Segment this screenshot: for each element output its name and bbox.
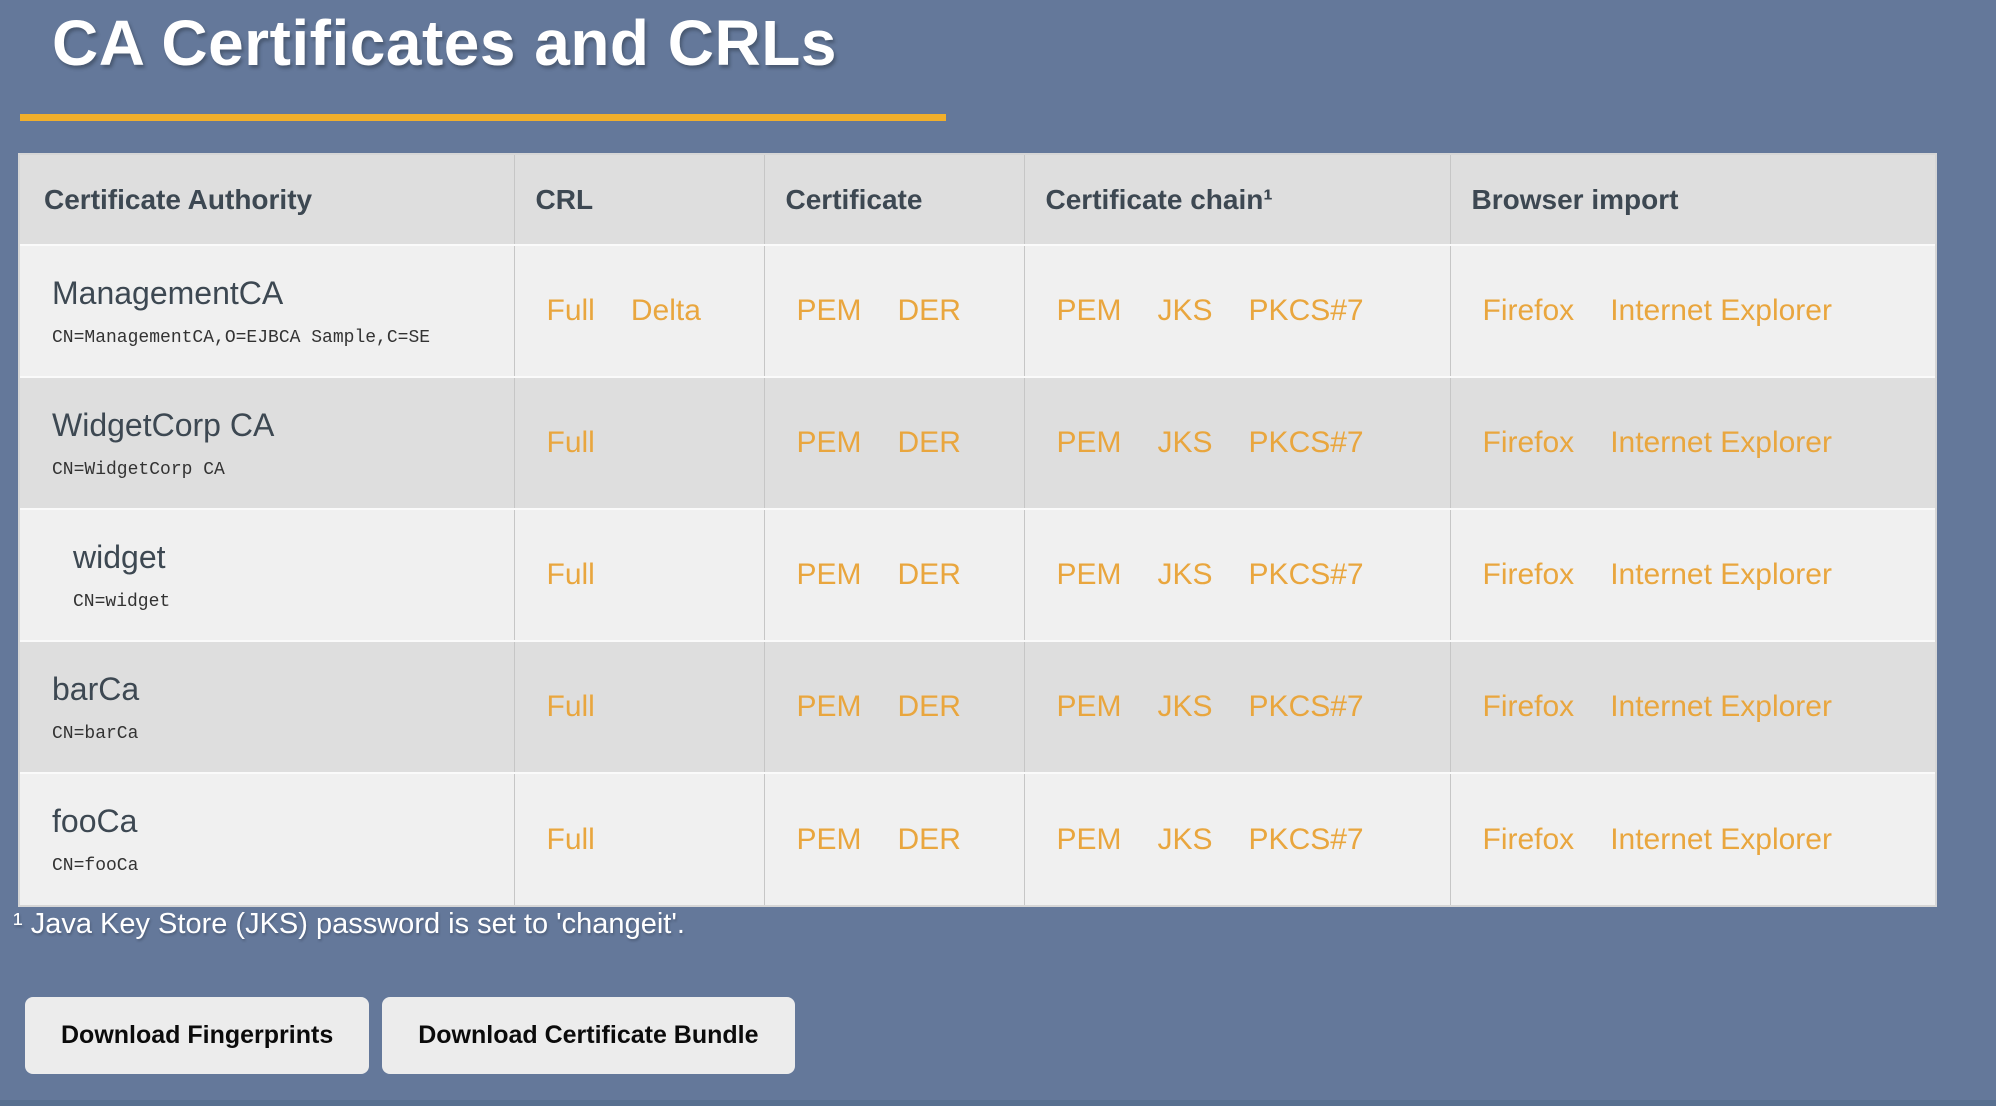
chain-pkcs-7-link[interactable]: PKCS#7 (1248, 426, 1364, 459)
browser-internet-explorer-link[interactable]: Internet Explorer (1610, 690, 1832, 723)
table-header-row: Certificate Authority CRL Certificate Certi… (20, 155, 1935, 245)
ca-subject-dn: CN=ManagementCA,O=EJBCA Sample,C=SE (52, 327, 431, 348)
certificate-pem-link[interactable]: PEM (796, 294, 862, 327)
certificate-pem-link[interactable]: PEM (796, 690, 862, 723)
ca-name: WidgetCorp CA (52, 406, 275, 443)
browser-firefox-link[interactable]: Firefox (1482, 690, 1575, 723)
crl-cell: Full Delta (513, 244, 764, 377)
browser-internet-explorer-link[interactable]: Internet Explorer (1610, 426, 1832, 459)
ca-name-cell: ManagementCA CN=ManagementCA,O=EJBCA Samp… (20, 244, 514, 377)
table-row: WidgetCorp CA CN=WidgetCorp CA Full PEM DER P… (20, 376, 1935, 509)
crl-full-link[interactable]: Full (546, 822, 595, 856)
certificate-der-link[interactable]: DER (897, 558, 961, 591)
certificate-der-link[interactable]: DER (897, 426, 961, 459)
certificate-pem-link[interactable]: PEM (796, 558, 862, 591)
chain-pem-link[interactable]: PEM (1056, 690, 1122, 723)
certificate-cell: PEM DER (763, 772, 1024, 905)
browser-cell: Firefox Internet Explorer (1449, 244, 1935, 377)
chain-pkcs-7-link[interactable]: PKCS#7 (1248, 822, 1364, 856)
browser-cell: Firefox Internet Explorer (1449, 640, 1935, 773)
chain-jks-link[interactable]: JKS (1157, 426, 1213, 459)
certificate-der-link[interactable]: DER (897, 690, 961, 723)
browser-firefox-link[interactable]: Firefox (1482, 822, 1575, 856)
table-row: fooCa CN=fooCa Full PEM DER PEM JKS PKCS#7 Firef… (20, 772, 1935, 905)
ca-name: ManagementCA (52, 274, 284, 311)
chain-pem-link[interactable]: PEM (1056, 294, 1122, 327)
crl-cell: Full (513, 508, 764, 641)
chain-cell: PEM JKS PKCS#7 (1023, 244, 1450, 377)
chain-jks-link[interactable]: JKS (1157, 294, 1213, 327)
chain-pem-link[interactable]: PEM (1056, 822, 1122, 856)
chain-jks-link[interactable]: JKS (1157, 690, 1213, 723)
ca-table-container: Certificate Authority CRL Certificate Certi… (18, 153, 1937, 907)
browser-firefox-link[interactable]: Firefox (1482, 294, 1575, 327)
chain-cell: PEM JKS PKCS#7 (1023, 640, 1450, 773)
ca-name-cell: widget CN=widget (20, 508, 514, 641)
ca-name: fooCa (52, 803, 138, 839)
ca-name-cell: WidgetCorp CA CN=WidgetCorp CA (20, 376, 514, 509)
certificate-der-link[interactable]: DER (897, 822, 961, 856)
ca-name: barCa (52, 670, 140, 707)
browser-internet-explorer-link[interactable]: Internet Explorer (1610, 822, 1832, 856)
chain-pkcs-7-link[interactable]: PKCS#7 (1248, 558, 1364, 591)
crl-full-link[interactable]: Full (546, 558, 595, 591)
crl-cell: Full (513, 376, 764, 509)
certificate-pem-link[interactable]: PEM (796, 822, 862, 856)
chain-jks-link[interactable]: JKS (1157, 822, 1213, 856)
column-header-crl: CRL (513, 155, 764, 245)
browser-internet-explorer-link[interactable]: Internet Explorer (1610, 558, 1832, 591)
chain-pkcs-7-link[interactable]: PKCS#7 (1248, 690, 1364, 723)
ca-subject-dn: CN=WidgetCorp CA (52, 459, 225, 480)
crl-cell: Full (513, 640, 764, 773)
ca-subject-dn: CN=fooCa (52, 856, 139, 876)
certificate-cell: PEM DER (763, 640, 1024, 773)
browser-cell: Firefox Internet Explorer (1449, 508, 1935, 641)
certificate-cell: PEM DER (763, 244, 1024, 377)
bottom-edge-strip (0, 1100, 1996, 1106)
column-header-certificate-authority: Certificate Authority (20, 155, 514, 245)
page-title: CA Certificates and CRLs (52, 7, 837, 79)
ca-subject-dn: CN=widget (73, 591, 171, 612)
browser-firefox-link[interactable]: Firefox (1482, 426, 1575, 459)
table-row: barCa CN=barCa Full PEM DER PEM JKS PKCS#7 Firef… (20, 640, 1935, 773)
title-underline (20, 114, 946, 121)
table-row: ManagementCA CN=ManagementCA,O=EJBCA Samp… (20, 244, 1935, 377)
chain-pkcs-7-link[interactable]: PKCS#7 (1248, 294, 1364, 327)
browser-cell: Firefox Internet Explorer (1449, 376, 1935, 509)
crl-full-link[interactable]: Full (546, 294, 595, 327)
download-fingerprints-button[interactable]: Download Fingerprints (25, 997, 370, 1074)
ca-name: widget (73, 538, 166, 575)
certificate-cell: PEM DER (763, 508, 1024, 641)
chain-jks-link[interactable]: JKS (1157, 558, 1213, 591)
certificate-cell: PEM DER (763, 376, 1024, 509)
crl-full-link[interactable]: Full (546, 426, 595, 459)
browser-firefox-link[interactable]: Firefox (1482, 558, 1575, 591)
ca-table: Certificate Authority CRL Certificate Certi… (20, 155, 1935, 905)
download-button-row: Download Fingerprints Download Certifica… (25, 997, 795, 1074)
crl-delta-link[interactable]: Delta (630, 294, 701, 327)
download-certificate-bundle-button[interactable]: Download Certificate Bundle (382, 997, 795, 1074)
chain-pem-link[interactable]: PEM (1056, 558, 1122, 591)
certificate-pem-link[interactable]: PEM (796, 426, 862, 459)
ca-subject-dn: CN=barCa (52, 723, 139, 744)
chain-pem-link[interactable]: PEM (1056, 426, 1122, 459)
browser-cell: Firefox Internet Explorer (1449, 772, 1935, 905)
chain-cell: PEM JKS PKCS#7 (1023, 376, 1450, 509)
table-row: widget CN=widget Full PEM DER PEM JKS PKCS#7 Fir… (20, 508, 1935, 641)
column-header-certificate-chain: Certificate chain¹ (1023, 155, 1450, 245)
jks-password-footnote: ¹ Java Key Store (JKS) password is set t… (13, 908, 685, 940)
crl-cell: Full (513, 772, 764, 905)
column-header-certificate: Certificate (763, 155, 1024, 245)
ca-name-cell: fooCa CN=fooCa (20, 772, 514, 905)
chain-cell: PEM JKS PKCS#7 (1023, 772, 1450, 905)
column-header-browser-import: Browser import (1449, 155, 1935, 245)
chain-cell: PEM JKS PKCS#7 (1023, 508, 1450, 641)
ca-name-cell: barCa CN=barCa (20, 640, 514, 773)
crl-full-link[interactable]: Full (546, 690, 595, 723)
browser-internet-explorer-link[interactable]: Internet Explorer (1610, 294, 1832, 327)
certificate-der-link[interactable]: DER (897, 294, 961, 327)
